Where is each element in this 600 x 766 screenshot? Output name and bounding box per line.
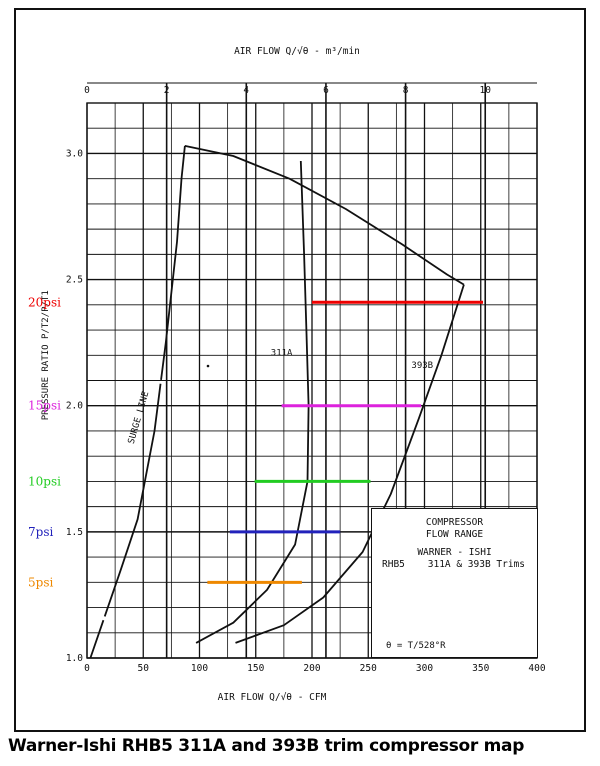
info-title-line-1: COMPRESSOR: [425, 517, 484, 528]
top-tick-label: 8: [403, 85, 409, 96]
bottom-tick-label: 100: [191, 663, 208, 674]
y-tick-label: 2.5: [66, 275, 83, 286]
curve-label-393b: 393B: [411, 361, 433, 371]
bottom-tick-label: 350: [472, 663, 489, 674]
info-theta: θ = T/528°R: [386, 641, 446, 651]
top-tick-label: 6: [323, 85, 329, 96]
top-tick-label: 4: [243, 85, 249, 96]
level-label-20psi: 20psi: [28, 295, 61, 309]
bottom-tick-label: 200: [303, 663, 320, 674]
bottom-tick-label: 400: [528, 663, 545, 674]
bottom-tick-label: 300: [416, 663, 433, 674]
top-tick-label: 2: [164, 85, 170, 96]
axes: 0 2 4 6 8 10 AIR FLOW Q/√θ - m³/min 0 50 100 150 20…: [41, 46, 546, 703]
info-model-line: RHB5 311A & 393B Trims: [382, 559, 525, 570]
figure-caption: Warner-Ishi RHB5 311A and 393B trim comp…: [8, 736, 525, 756]
curve-surge-line: [89, 145, 186, 659]
level-label-15psi: 15psi: [28, 399, 61, 413]
y-tick-label: 2.0: [66, 401, 83, 412]
top-tick-label: 10: [480, 85, 492, 96]
boost-levels: 20psi 15psi 10psi 7psi 5psi: [28, 295, 483, 589]
curve-label-311a: 311A: [271, 348, 293, 358]
top-tick-label: 0: [84, 85, 90, 96]
level-label-10psi: 10psi: [28, 474, 61, 488]
y-axis-label: PRESSURE RATIO P/T2/P/T1: [41, 290, 51, 420]
bottom-tick-label: 250: [360, 663, 377, 674]
level-label-7psi: 7psi: [28, 525, 53, 539]
curve-311a: [195, 160, 310, 644]
top-axis-label: AIR FLOW Q/√θ - m³/min: [234, 46, 360, 57]
info-box: COMPRESSOR FLOW RANGE WARNER - ISHI RHB5…: [371, 508, 538, 658]
bottom-tick-label: 0: [84, 663, 90, 674]
figure-frame: [14, 8, 586, 732]
y-tick-label: 1.5: [66, 527, 83, 538]
choke-curve: [184, 145, 465, 286]
y-tick-label: 3.0: [66, 148, 83, 159]
bottom-tick-label: 150: [247, 663, 264, 674]
bottom-axis-label: AIR FLOW Q/√θ - CFM: [218, 692, 327, 703]
level-label-5psi: 5psi: [28, 575, 53, 589]
speck: [206, 364, 210, 368]
curve-label-surge-line: SURGE LINE: [127, 390, 152, 445]
info-title-line-2: FLOW RANGE: [425, 529, 484, 540]
y-tick-label: 1.0: [66, 653, 83, 664]
bottom-tick-label: 50: [138, 663, 150, 674]
plot-border: [86, 102, 538, 659]
info-maker: WARNER - ISHI: [417, 547, 492, 558]
